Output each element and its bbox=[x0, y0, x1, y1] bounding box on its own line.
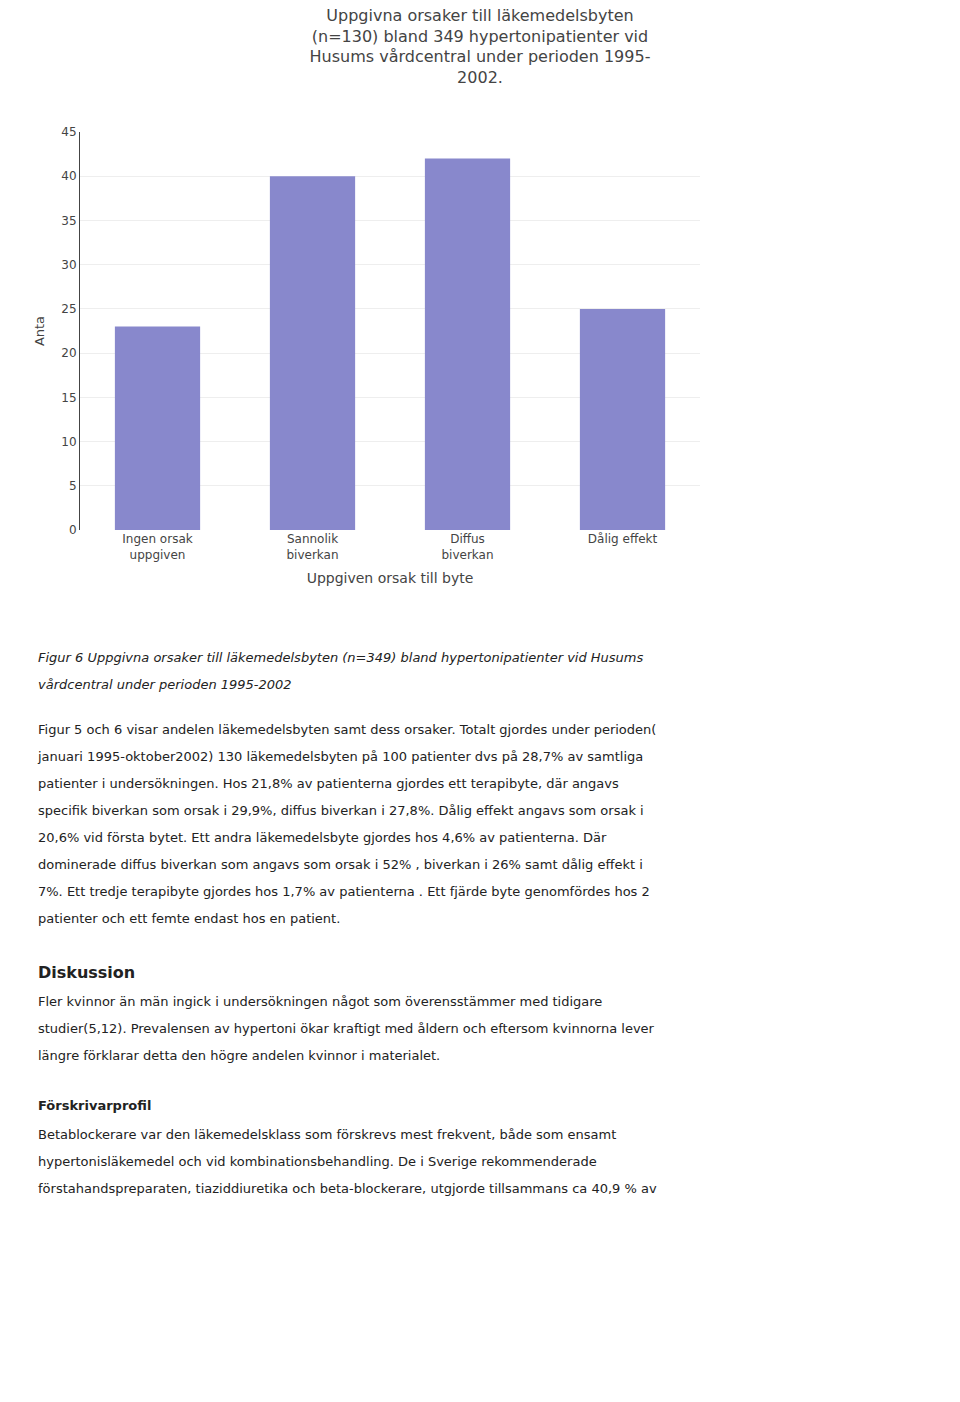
svg-text:Sannolikbiverkan: Sannolikbiverkan bbox=[286, 532, 338, 562]
html-text:förstahandspreparaten, tiazidd: förstahandspreparaten, tiaziddiuretika o… bbox=[38, 1181, 657, 1196]
svg-text:Uppgiven orsak till byte: Uppgiven orsak till byte bbox=[307, 570, 474, 586]
html-text:Diskussion: Diskussion bbox=[38, 963, 136, 982]
html-text:Fler kvinnor än män ingick i u: Fler kvinnor än män ingick i undersöknin… bbox=[38, 994, 603, 1009]
html-text:patienter och ett femte endast: patienter och ett femte endast hos en pa… bbox=[38, 911, 341, 926]
html-text:längre förklarar detta den hög: längre förklarar detta den högre andelen… bbox=[38, 1048, 441, 1063]
html-text:januari 1995-oktober2002) 130: januari 1995-oktober2002) 130 läkemedels… bbox=[38, 749, 644, 764]
svg-text:20: 20 bbox=[61, 346, 76, 360]
svg-text:45: 45 bbox=[61, 125, 76, 139]
html-text:Förskrivarprofil: Förskrivarprofil bbox=[38, 1098, 152, 1113]
svg-text:25: 25 bbox=[61, 302, 76, 316]
svg-text:40: 40 bbox=[61, 169, 76, 183]
html-text:vårdcentral under perioden 199: vårdcentral under perioden 1995-2002 bbox=[38, 677, 292, 692]
svg-text:Uppgivna orsaker till läkemede: Uppgivna orsaker till läkemedelsbyten(n=… bbox=[310, 6, 651, 87]
html-text:Figur 5 och 6 visar andelen lä: Figur 5 och 6 visar andelen läkemedelsby… bbox=[38, 722, 657, 737]
svg-text:Ingen orsakuppgiven: Ingen orsakuppgiven bbox=[122, 532, 192, 562]
svg-text:Dålig effekt: Dålig effekt bbox=[588, 532, 658, 546]
html-text:20,6% vid första bytet. Ett an: 20,6% vid första bytet. Ett andra läkeme… bbox=[38, 830, 607, 845]
html-text:7%. Ett tredje terapibyte gjor: 7%. Ett tredje terapibyte gjordes hos 1,… bbox=[38, 884, 650, 899]
html-text:dominerade diffus biverkan som: dominerade diffus biverkan som angavs so… bbox=[38, 857, 643, 872]
svg-text:10: 10 bbox=[61, 435, 76, 449]
svg-text:0: 0 bbox=[69, 523, 77, 537]
html-text:specifik biverkan som orsak i: specifik biverkan som orsak i 29,9%, dif… bbox=[38, 803, 644, 818]
html-text:Figur 6 Uppgivna orsaker till: Figur 6 Uppgivna orsaker till läkemedels… bbox=[38, 650, 644, 665]
html-text:patienter i undersökningen. Ho: patienter i undersökningen. Hos 21,8% av… bbox=[38, 776, 619, 791]
svg-text:35: 35 bbox=[61, 214, 76, 228]
svg-text:5: 5 bbox=[69, 479, 77, 493]
svg-text:15: 15 bbox=[61, 391, 76, 405]
svg-text:Diffusbiverkan: Diffusbiverkan bbox=[441, 532, 493, 562]
svg-text:30: 30 bbox=[61, 258, 76, 272]
html-text:Betablockerare var den läkemed: Betablockerare var den läkemedelsklass s… bbox=[38, 1127, 617, 1142]
html-text:studier(5,12). Prevalensen av: studier(5,12). Prevalensen av hypertoni … bbox=[38, 1021, 654, 1036]
html-text:hypertonisläkemedel och vid ko: hypertonisläkemedel och vid kombinations… bbox=[38, 1154, 597, 1169]
svg-text:Anta: Anta bbox=[32, 316, 47, 346]
